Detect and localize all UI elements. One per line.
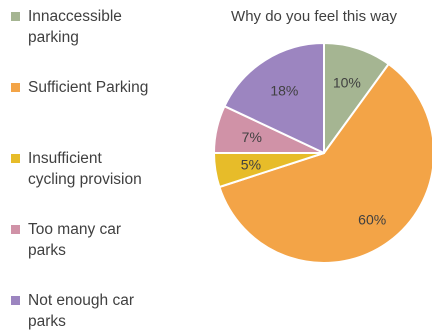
legend-item-innaccessible-parking: Innaccessible parking [11, 6, 153, 48]
legend-item-not-enough-car-parks: Not enough car parks [11, 290, 153, 332]
chart-legend: Innaccessible parking Sufficient Parking… [11, 6, 171, 330]
pie-slice [223, 42, 325, 154]
data-label: 5% [241, 157, 261, 173]
legend-swatch [11, 225, 20, 234]
data-label: 10% [333, 75, 361, 91]
legend-label: Innaccessible parking [28, 8, 122, 46]
pie-slice [218, 63, 432, 264]
legend-item-too-many-car-parks: Too many car parks [11, 219, 153, 261]
legend-swatch [11, 154, 20, 163]
data-label: 60% [358, 211, 386, 227]
legend-label: Sufficient Parking [28, 79, 149, 96]
legend-swatch [11, 12, 20, 21]
legend-item-sufficient-parking: Sufficient Parking [11, 77, 153, 98]
data-label: 7% [242, 129, 262, 145]
data-label: 18% [270, 83, 298, 99]
legend-swatch [11, 83, 20, 92]
legend-label: Not enough car parks [28, 292, 134, 330]
legend-label: Insufficient cycling provision [28, 150, 142, 188]
legend-swatch [11, 296, 20, 305]
chart-title: Why do you feel this way [231, 8, 397, 25]
legend-item-insufficient-cycling-provision: Insufficient cycling provision [11, 148, 153, 190]
legend-label: Too many car parks [28, 221, 122, 259]
